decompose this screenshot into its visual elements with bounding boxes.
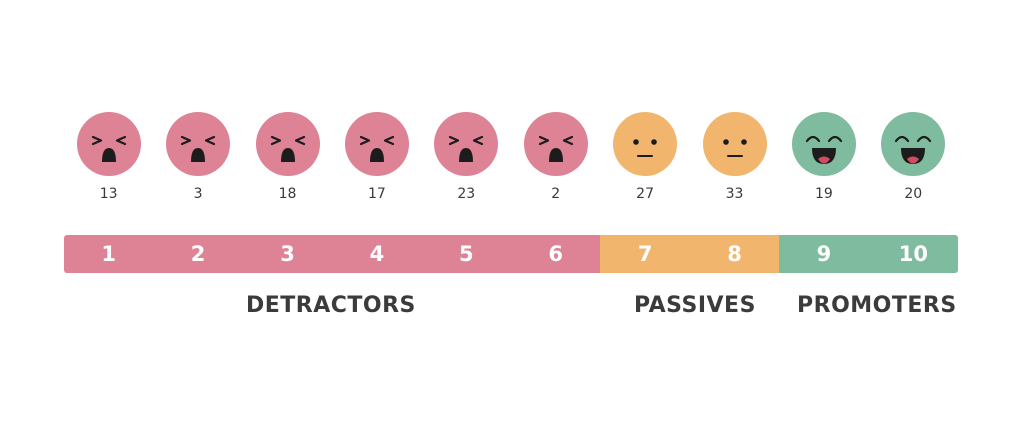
- response-count: 19: [814, 186, 833, 202]
- crying-face-icon: [344, 112, 409, 176]
- laughing-face-icon: [791, 112, 856, 176]
- crying-face-icon: [523, 112, 588, 176]
- crying-face-icon: [255, 112, 320, 176]
- score-scale-bar: 1 2 3 4 5 6 7 8 9 10: [64, 235, 959, 273]
- neutral-face-icon: [613, 112, 678, 176]
- crying-face-icon: [76, 112, 141, 176]
- score-segment-5: 5: [421, 235, 512, 273]
- response-count: 20: [904, 186, 923, 202]
- laughing-face-icon: [881, 112, 946, 176]
- score-segment-4: 4: [332, 235, 422, 273]
- response-count: 18: [278, 186, 297, 202]
- response-count: 13: [99, 186, 118, 202]
- neutral-face-icon: [702, 112, 767, 176]
- promoters-label: PROMOTERS: [797, 293, 957, 318]
- response-count: 17: [367, 186, 386, 202]
- response-count: 3: [193, 186, 203, 202]
- score-segment-10: 10: [868, 235, 959, 273]
- score-segment-6: 6: [511, 235, 601, 273]
- score-segment-2: 2: [153, 235, 243, 273]
- score-segment-3: 3: [242, 235, 333, 273]
- response-count: 23: [457, 186, 476, 202]
- crying-face-icon: [434, 112, 499, 176]
- response-count: 27: [636, 186, 654, 202]
- crying-face-icon: [166, 112, 231, 176]
- score-segment-8: 8: [689, 235, 780, 273]
- score-segment-1: 1: [64, 235, 154, 273]
- score-segment-7: 7: [600, 235, 690, 273]
- detractors-label: DETRACTORS: [246, 293, 416, 318]
- response-count: 2: [551, 186, 561, 202]
- score-segment-9: 9: [779, 235, 869, 273]
- passives-label: PASSIVES: [634, 293, 756, 318]
- response-count: 33: [725, 186, 744, 202]
